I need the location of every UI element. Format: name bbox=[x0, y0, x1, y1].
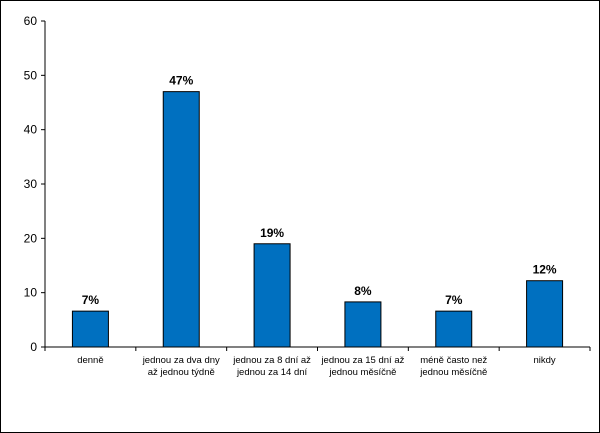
y-tick-label: 50 bbox=[24, 68, 38, 82]
x-category-label: jednou za 15 dní až jednou měsíčně bbox=[320, 355, 404, 378]
y-tick-label: 40 bbox=[24, 123, 38, 137]
data-label: 47% bbox=[169, 74, 193, 88]
data-label: 7% bbox=[445, 293, 463, 307]
x-category-label: jednou za dva dny až jednou týdně bbox=[142, 355, 220, 378]
bar bbox=[526, 280, 564, 348]
data-label: 19% bbox=[260, 226, 284, 240]
x-category-label: denně bbox=[77, 355, 103, 366]
y-tick-label: 60 bbox=[24, 14, 38, 28]
y-tick-label: 0 bbox=[30, 340, 37, 354]
y-tick-label: 30 bbox=[24, 177, 38, 191]
data-label: 12% bbox=[533, 263, 557, 277]
y-tick-label: 10 bbox=[24, 286, 38, 300]
bar bbox=[162, 91, 200, 348]
x-category-label: jednou za 8 dní až jednou za 14 dní bbox=[232, 355, 311, 378]
bar bbox=[435, 310, 473, 348]
x-category-label: méně často než jednou měsíčně bbox=[419, 355, 487, 378]
x-category-label: nikdy bbox=[533, 355, 555, 366]
bar bbox=[253, 243, 291, 348]
data-label: 8% bbox=[354, 284, 372, 298]
data-label: 7% bbox=[82, 293, 100, 307]
bar bbox=[71, 310, 109, 348]
bar bbox=[344, 301, 382, 348]
y-tick-label: 20 bbox=[24, 231, 38, 245]
